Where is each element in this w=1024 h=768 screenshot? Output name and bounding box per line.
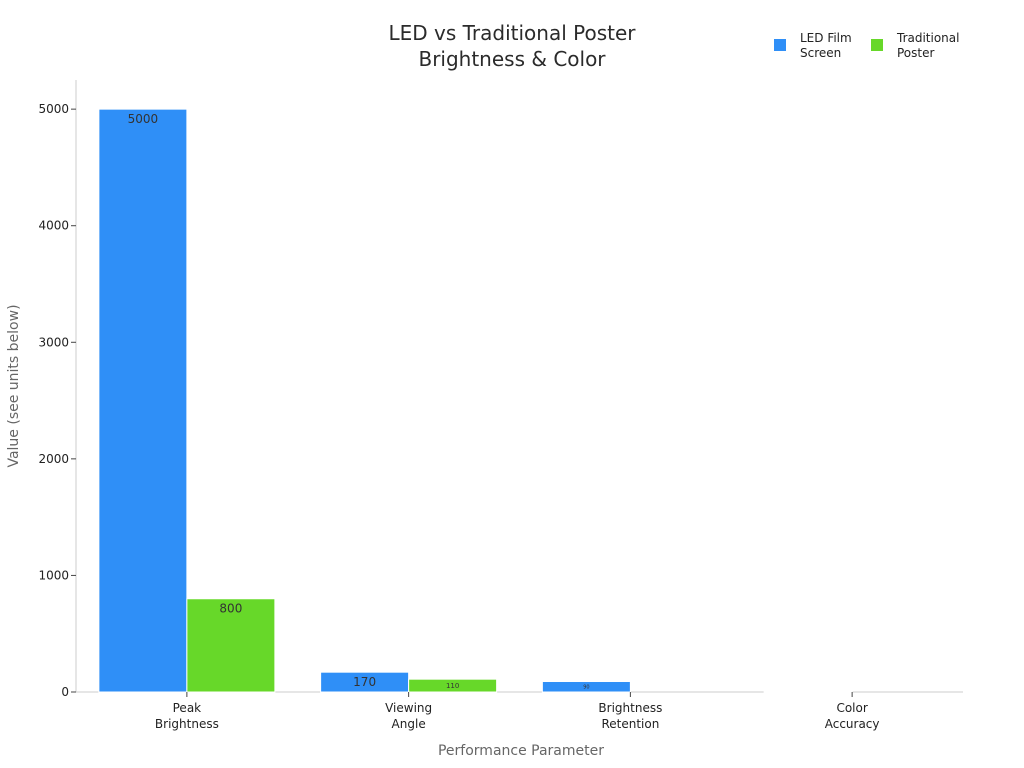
- x-tick-label: Brightness: [155, 717, 219, 731]
- legend-swatch-traditional: [871, 39, 883, 51]
- legend-swatch-led: [774, 39, 786, 51]
- bar-data-label: 170: [353, 675, 376, 689]
- bar-data-label: 800: [219, 602, 242, 616]
- y-axis-ticks: 0 1000 2000 3000 4000 5000: [38, 102, 76, 699]
- x-tick-label: Angle: [392, 717, 426, 731]
- y-axis-label: Value (see units below): [6, 304, 22, 467]
- chart-title-line-1: LED vs Traditional Poster: [388, 21, 636, 45]
- bar-data-label: 90: [583, 685, 589, 691]
- bar-data-labels: 5000 800 170 110 90: [128, 112, 590, 690]
- legend-label-traditional-line-2: Poster: [897, 46, 934, 60]
- bar-led-0: [98, 108, 188, 693]
- legend-label-led-line-2: Screen: [800, 46, 841, 60]
- x-tick-label: Brightness: [598, 701, 662, 715]
- y-tick-label: 3000: [38, 335, 69, 349]
- bar-led-2: [541, 681, 631, 693]
- y-tick-label: 5000: [38, 102, 69, 116]
- chart-title-line-2: Brightness & Color: [418, 47, 606, 71]
- y-tick-label: 2000: [38, 452, 69, 466]
- legend-label-led-line-1: LED Film: [800, 31, 852, 45]
- y-tick-label: 1000: [38, 568, 69, 582]
- bar-traditional-1: [408, 678, 498, 693]
- y-tick-label: 4000: [38, 219, 69, 233]
- bar-data-label: 5000: [128, 112, 159, 126]
- bars: [98, 108, 853, 693]
- legend: LED Film Screen Traditional Poster: [774, 31, 959, 60]
- bar-data-label: 110: [446, 682, 459, 690]
- bar-traditional-0: [186, 598, 276, 693]
- x-axis-ticks: Peak Brightness Viewing Angle Brightness Rete…: [155, 692, 880, 731]
- chart-title: LED vs Traditional Poster Brightness & C…: [388, 21, 636, 71]
- legend-label-traditional-line-1: Traditional: [896, 31, 959, 45]
- x-tick-label: Color: [836, 701, 867, 715]
- x-tick-label: Viewing: [385, 701, 432, 715]
- x-axis-label: Performance Parameter: [438, 743, 604, 759]
- x-tick-label: Peak: [173, 701, 202, 715]
- x-tick-label: Retention: [601, 717, 659, 731]
- x-tick-label: Accuracy: [825, 717, 880, 731]
- y-tick-label: 0: [61, 685, 69, 699]
